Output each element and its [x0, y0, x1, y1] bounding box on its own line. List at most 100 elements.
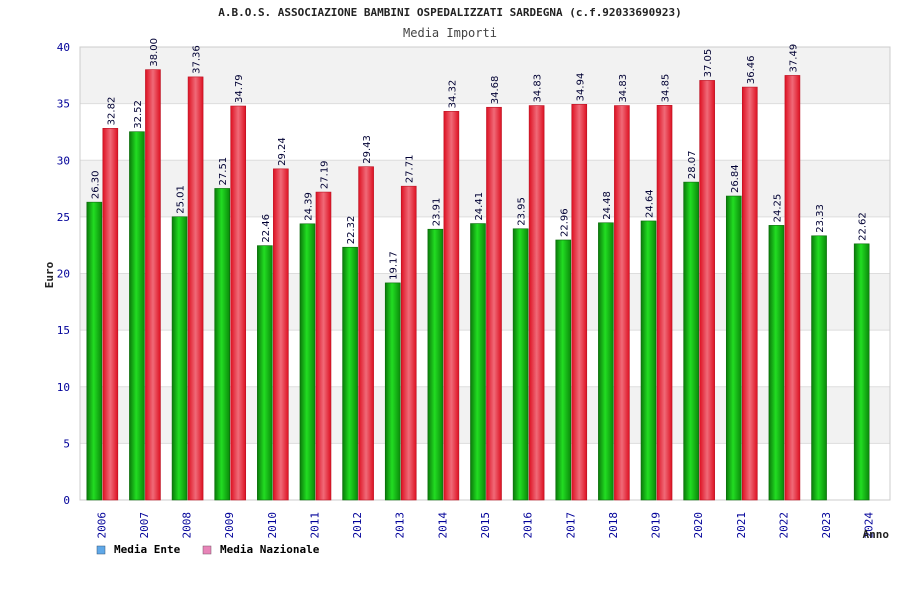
bar-media-nazionale-2015	[486, 106, 502, 501]
bar-media-nazionale-2020	[699, 80, 715, 501]
chart-subtitle: Media Importi	[403, 26, 497, 40]
bar-value-label: 27.71	[405, 155, 416, 184]
bar-value-label: 38.00	[149, 38, 160, 67]
bar-value-label: 22.62	[858, 212, 869, 241]
legend-swatch-media-nazionale	[202, 545, 212, 555]
bar-media-ente-2019	[640, 220, 657, 501]
bar-media-ente-2023	[811, 235, 827, 501]
bar-media-ente-2015	[470, 223, 486, 501]
x-tick-label: 2016	[522, 512, 535, 539]
bar-value-label: 34.83	[533, 74, 544, 103]
bar-value-label: 34.32	[447, 80, 458, 109]
bar-media-nazionale-2008	[187, 76, 204, 501]
x-axis-label: Anno	[863, 528, 890, 541]
bar-media-ente-2014	[427, 228, 444, 501]
bar-value-label: 29.43	[362, 135, 373, 164]
bar-value-label: 29.24	[277, 137, 288, 166]
bar-value-label: 24.64	[645, 189, 656, 218]
bar-value-label: 24.39	[303, 192, 314, 221]
y-tick-label: 30	[57, 154, 70, 167]
bar-value-label: 32.82	[106, 97, 117, 126]
bar-value-label: 23.95	[517, 197, 528, 226]
bar-value-label: 27.19	[319, 160, 330, 189]
x-tick-label: 2024	[863, 512, 876, 539]
bar-value-label: 32.52	[133, 100, 144, 129]
bar-value-label: 24.25	[772, 194, 783, 223]
bar-media-ente-2018	[598, 222, 614, 501]
x-tick-label: 2009	[223, 512, 236, 539]
y-tick-label: 25	[57, 211, 70, 224]
bar-value-label: 24.41	[474, 192, 485, 221]
bar-media-ente-2008	[171, 216, 188, 501]
bar-media-nazionale-2012	[358, 166, 374, 501]
bar-value-label: 28.07	[687, 150, 698, 179]
y-tick-label: 40	[57, 41, 70, 54]
y-tick-label: 0	[63, 494, 70, 507]
bar-value-label: 34.94	[575, 73, 586, 102]
bar-media-nazionale-2011	[315, 191, 332, 501]
axis-layer: 0 5 10 15 20 25 30 35 40 2006 2007 2008 2009 2010 2011…	[57, 41, 891, 539]
bar-media-ente-2010	[257, 245, 273, 501]
x-tick-label: 2017	[564, 512, 577, 539]
bar-media-ente-2016	[512, 228, 529, 501]
bar-media-ente-2007	[129, 131, 145, 501]
bar-value-label: 22.96	[559, 208, 570, 237]
x-tick-label: 2023	[820, 512, 833, 539]
bar-value-label: 36.46	[746, 55, 757, 84]
bar-value-label: 37.05	[703, 49, 714, 78]
bar-value-label: 19.17	[389, 251, 400, 280]
label-layer: 26.30 32.82 32.52 38.00 25.01 37.36 27.51 34.79…	[90, 38, 868, 280]
x-tick-label: 2018	[607, 512, 620, 539]
chart-title: A.B.O.S. ASSOCIAZIONE BAMBINI OSPEDALIZZ…	[218, 6, 682, 19]
bar-media-nazionale-2018	[614, 105, 630, 501]
bar-media-nazionale-2009	[230, 105, 247, 501]
bar-value-label: 34.83	[618, 74, 629, 103]
bar-value-label: 22.32	[346, 216, 357, 245]
bar-value-label: 37.36	[192, 45, 203, 74]
bar-value-label: 23.33	[815, 204, 826, 233]
legend: Media Ente Media Nazionale	[96, 543, 320, 556]
x-tick-label: 2019	[650, 512, 663, 539]
y-tick-label: 20	[57, 268, 70, 281]
bar-media-nazionale-2019	[656, 105, 673, 501]
x-tick-label: 2021	[735, 512, 748, 539]
y-tick-label: 10	[57, 381, 70, 394]
x-tick-label: 2015	[479, 512, 492, 539]
y-tick-label: 5	[63, 437, 70, 450]
bar-media-ente-2013	[384, 282, 401, 501]
bar-media-ente-2009	[214, 188, 231, 501]
bar-value-label: 34.79	[234, 74, 245, 103]
bar-media-nazionale-2006	[102, 128, 119, 501]
x-tick-label: 2006	[95, 512, 108, 539]
bar-layer	[86, 69, 870, 501]
x-tick-label: 2010	[266, 512, 279, 539]
bar-value-label: 37.49	[788, 44, 799, 73]
bar-media-nazionale-2017	[571, 104, 588, 501]
bar-media-ente-2017	[555, 239, 572, 501]
x-tick-label: 2008	[181, 512, 194, 539]
y-axis-label: Euro	[43, 261, 56, 288]
y-tick-label: 15	[57, 324, 70, 337]
y-tick-label: 35	[57, 98, 70, 111]
bar-value-label: 34.85	[661, 74, 672, 103]
bar-media-ente-2021	[725, 195, 742, 501]
bar-value-label: 27.51	[218, 157, 229, 186]
x-tick-label: 2011	[308, 512, 321, 539]
x-tick-label: 2012	[351, 512, 364, 539]
bar-value-label: 23.91	[431, 198, 442, 227]
x-tick-label: 2022	[777, 512, 790, 539]
legend-label-media-ente: Media Ente	[114, 543, 181, 556]
bar-media-ente-2020	[683, 181, 699, 501]
bar-media-nazionale-2014	[443, 111, 460, 501]
x-tick-label: 2007	[138, 512, 151, 539]
bar-media-ente-2022	[768, 225, 785, 501]
bar-media-nazionale-2022	[784, 75, 801, 501]
bar-value-label: 25.01	[176, 185, 187, 214]
bar-media-ente-2024	[853, 243, 870, 501]
legend-label-media-nazionale: Media Nazionale	[220, 543, 320, 556]
x-tick-label: 2020	[692, 512, 705, 539]
legend-swatch-media-ente	[96, 545, 106, 555]
bar-media-nazionale-2016	[528, 105, 545, 501]
bar-media-nazionale-2021	[741, 86, 758, 501]
